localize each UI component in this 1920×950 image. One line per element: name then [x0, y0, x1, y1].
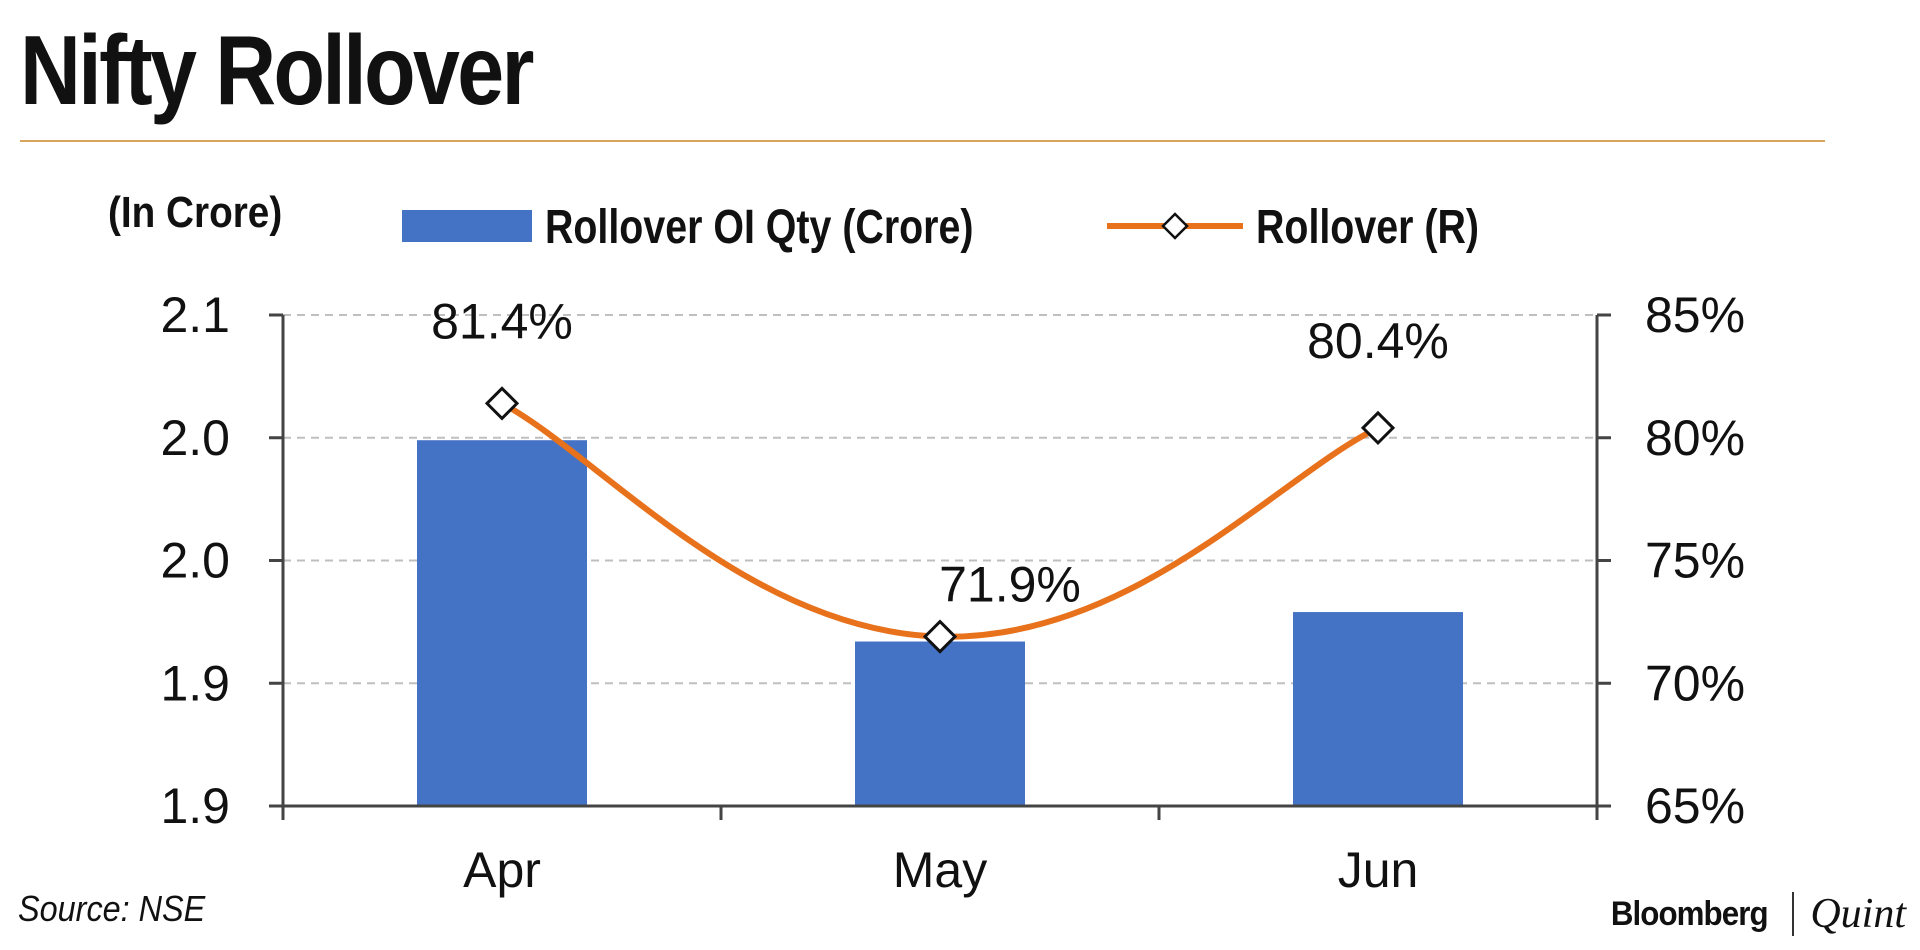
brand-secondary: Quint	[1810, 891, 1906, 937]
legend-bar-swatch	[402, 210, 532, 242]
axis-labels: 1.9 65% 1.9 70% 2.0 75% 2.0 80% 2.1 85% Apr May Jun	[160, 287, 1745, 898]
legend-diamond-icon	[1161, 212, 1189, 240]
legend-bar-label: Rollover OI Qty (Crore)	[545, 200, 973, 254]
line-series: 81.4% 71.9% 80.4%	[431, 293, 1449, 654]
bar-series	[417, 440, 1463, 806]
left-tick-label: 2.1	[160, 287, 230, 343]
brand-primary: Bloomberg	[1610, 894, 1769, 933]
left-tick-label: 2.0	[160, 533, 230, 589]
chart-title: Nifty Rollover	[20, 15, 534, 125]
x-tick-label: Jun	[1338, 842, 1419, 898]
right-tick-label: 85%	[1645, 287, 1745, 343]
diamond-marker-apr	[484, 386, 520, 421]
title-divider	[20, 140, 1825, 142]
legend: Rollover OI Qty (Crore) Rollover (R)	[402, 200, 1479, 254]
left-tick-label: 1.9	[160, 655, 230, 711]
data-label-may: 71.9%	[939, 557, 1081, 613]
right-tick-label: 70%	[1645, 655, 1745, 711]
data-label-apr: 81.4%	[431, 293, 573, 349]
bar-apr	[417, 440, 587, 806]
brand-separator	[1792, 892, 1795, 936]
diamond-marker-jun	[1360, 410, 1396, 446]
legend-line-label: Rollover (R)	[1256, 200, 1479, 254]
left-tick-label: 1.9	[160, 778, 230, 834]
left-tick-label: 2.0	[160, 410, 230, 466]
bar-jun	[1293, 612, 1463, 806]
axes	[269, 313, 1611, 820]
right-tick-label: 80%	[1645, 410, 1745, 466]
x-tick-label: Apr	[463, 842, 541, 898]
right-tick-label: 75%	[1645, 533, 1745, 589]
left-axis-label: (In Crore)	[108, 187, 282, 237]
diamond-marker-may	[922, 619, 958, 654]
bar-may	[855, 641, 1025, 806]
data-label-jun: 80.4%	[1307, 313, 1449, 369]
brand-logo: Bloomberg Quint	[1604, 890, 1906, 938]
source-note: Source: NSE	[18, 888, 206, 929]
x-tick-label: May	[893, 842, 987, 898]
right-tick-label: 65%	[1645, 778, 1745, 834]
